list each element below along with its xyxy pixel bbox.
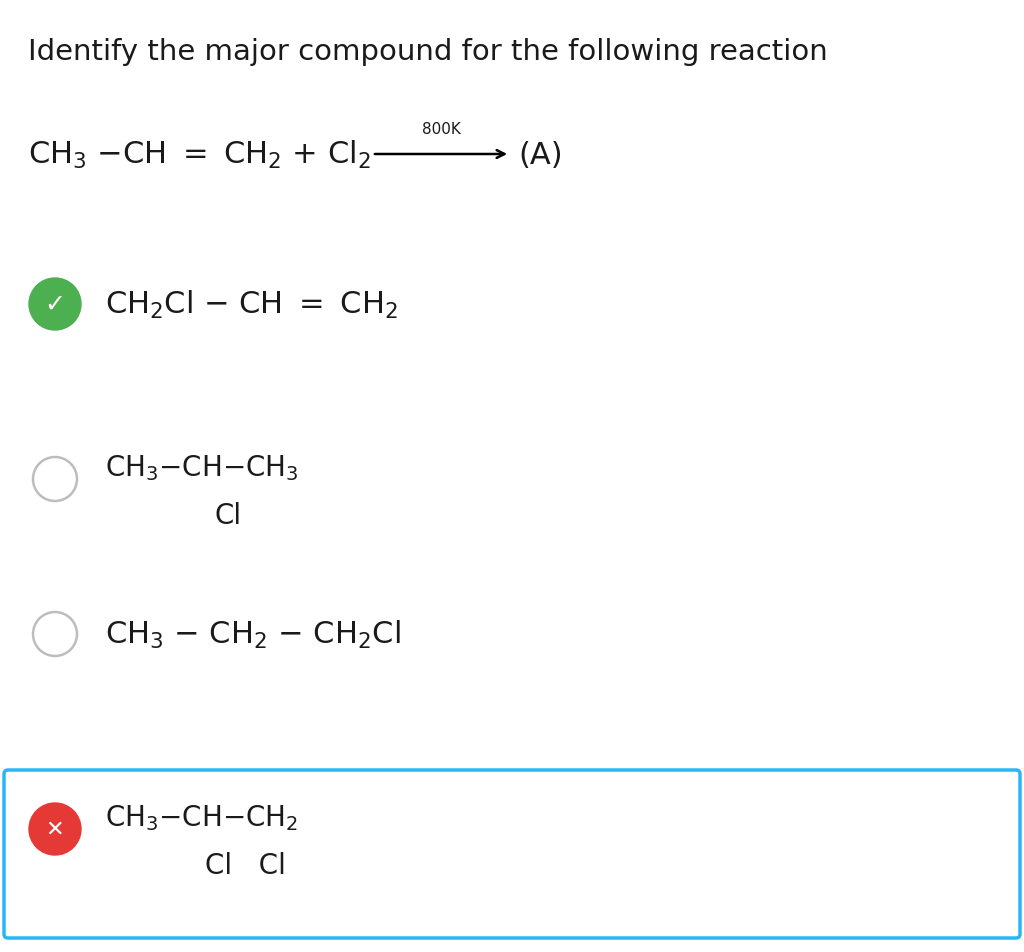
Circle shape — [29, 279, 81, 330]
Text: Cl: Cl — [214, 502, 241, 529]
Text: CH$_3$ $-$ CH$_2$ $-$ CH$_2$Cl: CH$_3$ $-$ CH$_2$ $-$ CH$_2$Cl — [105, 618, 400, 650]
Text: Identify the major compound for the following reaction: Identify the major compound for the foll… — [28, 38, 827, 66]
Text: ✕: ✕ — [46, 819, 65, 839]
Circle shape — [29, 803, 81, 855]
Text: (A): (A) — [518, 140, 562, 169]
Text: 800K: 800K — [422, 122, 461, 137]
FancyBboxPatch shape — [4, 770, 1020, 938]
Text: Cl   Cl: Cl Cl — [205, 851, 286, 879]
Text: ✓: ✓ — [44, 292, 66, 317]
Text: CH$_3$$-$CH$-$CH$_3$: CH$_3$$-$CH$-$CH$_3$ — [105, 452, 299, 483]
Text: CH$_3$ $-$CH $=$ CH$_2$ $+$ Cl$_2$: CH$_3$ $-$CH $=$ CH$_2$ $+$ Cl$_2$ — [28, 139, 371, 170]
Text: CH$_3$$-$CH$-$CH$_2$: CH$_3$$-$CH$-$CH$_2$ — [105, 803, 298, 832]
Text: CH$_2$Cl $-$ CH $=$ CH$_2$: CH$_2$Cl $-$ CH $=$ CH$_2$ — [105, 288, 397, 321]
